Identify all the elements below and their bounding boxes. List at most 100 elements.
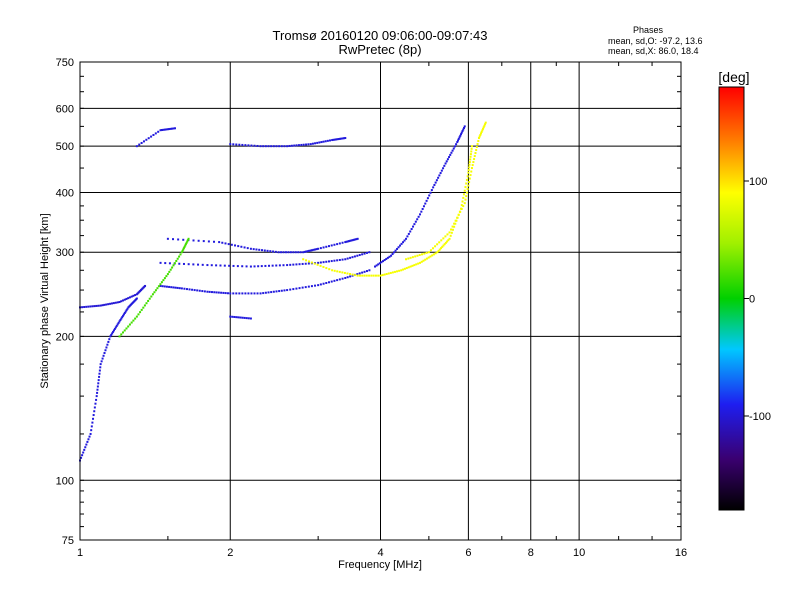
- grid-lines: [80, 62, 681, 540]
- data-point: [365, 270, 368, 273]
- data-point: [118, 301, 121, 304]
- data-point: [168, 128, 171, 131]
- x-axis-label: Frequency [MHz]: [338, 559, 422, 571]
- data-point: [175, 259, 178, 262]
- data-point: [333, 243, 336, 246]
- data-point: [192, 263, 195, 266]
- data-point: [159, 129, 162, 132]
- data-point: [361, 253, 364, 256]
- data-point: [444, 162, 447, 165]
- data-point: [463, 125, 466, 128]
- data-point: [176, 257, 179, 260]
- data-point: [124, 310, 127, 313]
- data-points: [79, 121, 487, 462]
- data-point: [413, 264, 416, 267]
- data-point: [132, 294, 135, 297]
- y-tick-label: 300: [56, 247, 74, 259]
- data-point: [210, 264, 213, 267]
- data-point: [465, 195, 468, 198]
- data-point: [80, 456, 83, 459]
- data-point: [349, 256, 352, 259]
- data-point: [383, 259, 386, 262]
- data-point: [480, 130, 483, 133]
- data-point: [125, 309, 128, 312]
- y-tick-label: 400: [56, 187, 74, 199]
- data-point: [356, 254, 359, 257]
- data-point: [237, 316, 240, 319]
- data-point: [442, 237, 445, 240]
- data-point: [374, 274, 377, 277]
- data-point: [256, 144, 259, 147]
- data-point: [236, 265, 239, 268]
- data-point: [301, 262, 304, 265]
- data-point: [477, 140, 480, 143]
- data-point: [457, 213, 460, 216]
- data-point: [245, 317, 248, 320]
- data-point: [282, 251, 285, 254]
- data-point: [272, 145, 275, 148]
- data-point: [120, 300, 123, 303]
- data-point: [104, 349, 107, 352]
- data-point: [130, 295, 133, 298]
- data-point: [421, 253, 424, 256]
- data-point: [452, 147, 455, 150]
- data-point: [327, 260, 330, 263]
- data-point: [319, 247, 322, 250]
- data-point: [311, 249, 314, 252]
- data-point: [345, 240, 348, 243]
- data-point: [463, 189, 466, 192]
- data-point: [123, 311, 126, 314]
- x-tick-label: 16: [675, 547, 687, 559]
- data-point: [286, 289, 289, 292]
- data-point: [372, 274, 375, 277]
- data-point: [409, 230, 412, 233]
- data-point: [396, 247, 399, 250]
- data-point: [325, 267, 328, 270]
- data-point: [336, 279, 339, 282]
- data-point: [160, 281, 163, 284]
- data-point: [417, 215, 420, 218]
- data-point: [316, 263, 319, 266]
- data-point: [330, 280, 333, 283]
- data-point: [470, 147, 473, 150]
- data-point: [96, 391, 99, 394]
- data-point: [154, 132, 157, 135]
- data-point: [184, 244, 187, 247]
- data-point: [330, 244, 333, 247]
- data-point: [358, 274, 361, 277]
- data-point: [406, 235, 409, 238]
- data-point: [185, 288, 188, 291]
- data-point: [127, 297, 130, 300]
- data-point: [341, 271, 344, 274]
- x-tick-label: 8: [528, 547, 534, 559]
- data-point: [264, 145, 267, 148]
- data-point: [97, 382, 100, 385]
- data-point: [229, 143, 232, 146]
- data-point: [316, 141, 319, 144]
- data-point: [176, 286, 179, 289]
- data-point: [420, 260, 423, 263]
- data-point: [120, 317, 123, 320]
- data-point: [117, 321, 120, 324]
- data-point: [429, 191, 432, 194]
- data-point: [97, 304, 100, 307]
- data-point: [344, 276, 347, 279]
- data-point: [120, 333, 123, 336]
- data-point: [443, 164, 446, 167]
- data-point: [336, 243, 339, 246]
- data-point: [140, 141, 143, 144]
- data-point: [182, 238, 185, 241]
- data-point: [365, 251, 368, 254]
- data-point: [203, 290, 206, 293]
- data-point: [297, 251, 300, 254]
- data-point: [460, 204, 463, 207]
- data-point: [426, 197, 429, 200]
- data-point: [173, 262, 176, 265]
- data-point: [432, 247, 435, 250]
- data-point: [92, 417, 95, 420]
- data-point: [446, 158, 449, 161]
- data-point: [98, 372, 101, 375]
- data-point: [113, 327, 116, 330]
- data-point: [381, 274, 384, 277]
- data-point: [337, 138, 340, 141]
